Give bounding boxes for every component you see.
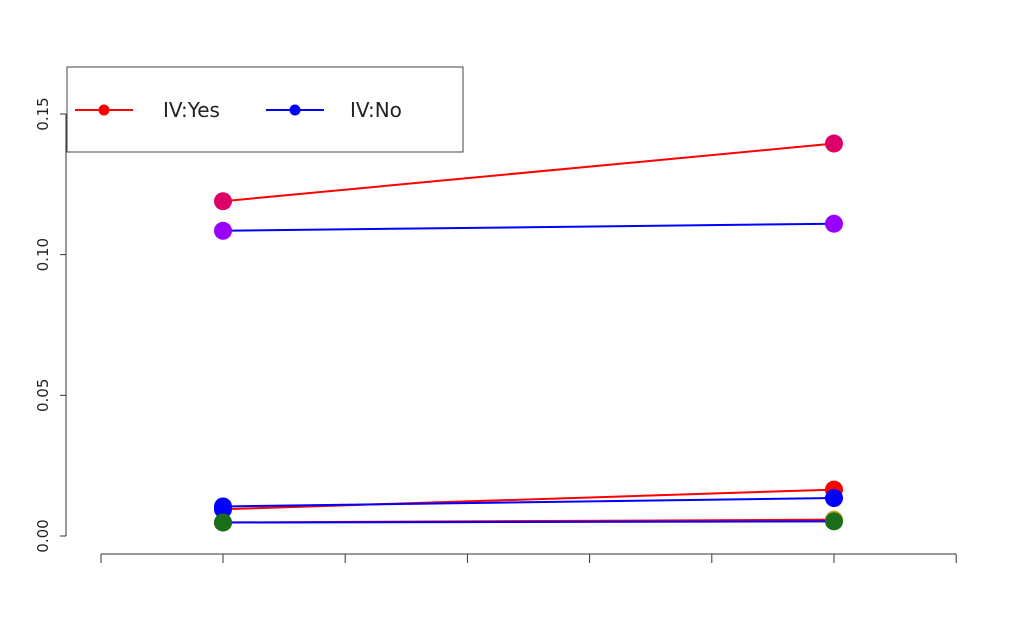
y-tick-label: 0.15 <box>34 97 52 130</box>
data-point <box>214 192 232 211</box>
series-line <box>222 142 835 203</box>
y-axis: 0.00 0.05 0.10 0.15 <box>34 97 67 553</box>
legend-label: IV:No <box>350 98 402 122</box>
data-point <box>825 512 843 531</box>
series-line <box>222 520 835 524</box>
y-tick-label: 0.10 <box>34 238 52 271</box>
data-point <box>825 134 843 153</box>
y-tick-label: 0.05 <box>34 379 52 412</box>
y-tick-label: 0.00 <box>34 519 52 552</box>
legend-swatch-marker <box>98 104 110 116</box>
data-point <box>214 221 232 240</box>
legend-label: IV:Yes <box>163 98 220 122</box>
x-axis <box>100 553 957 563</box>
data-point <box>825 489 843 508</box>
series-line <box>222 222 835 232</box>
plot-series <box>214 134 843 532</box>
data-point <box>214 513 232 532</box>
data-point <box>825 214 843 233</box>
legend-swatch-marker <box>289 104 301 116</box>
data-point <box>214 497 232 516</box>
legend: IV:Yes IV:No <box>66 66 464 153</box>
series-line <box>222 497 835 508</box>
legend-entries: IV:Yes IV:No <box>75 98 402 122</box>
